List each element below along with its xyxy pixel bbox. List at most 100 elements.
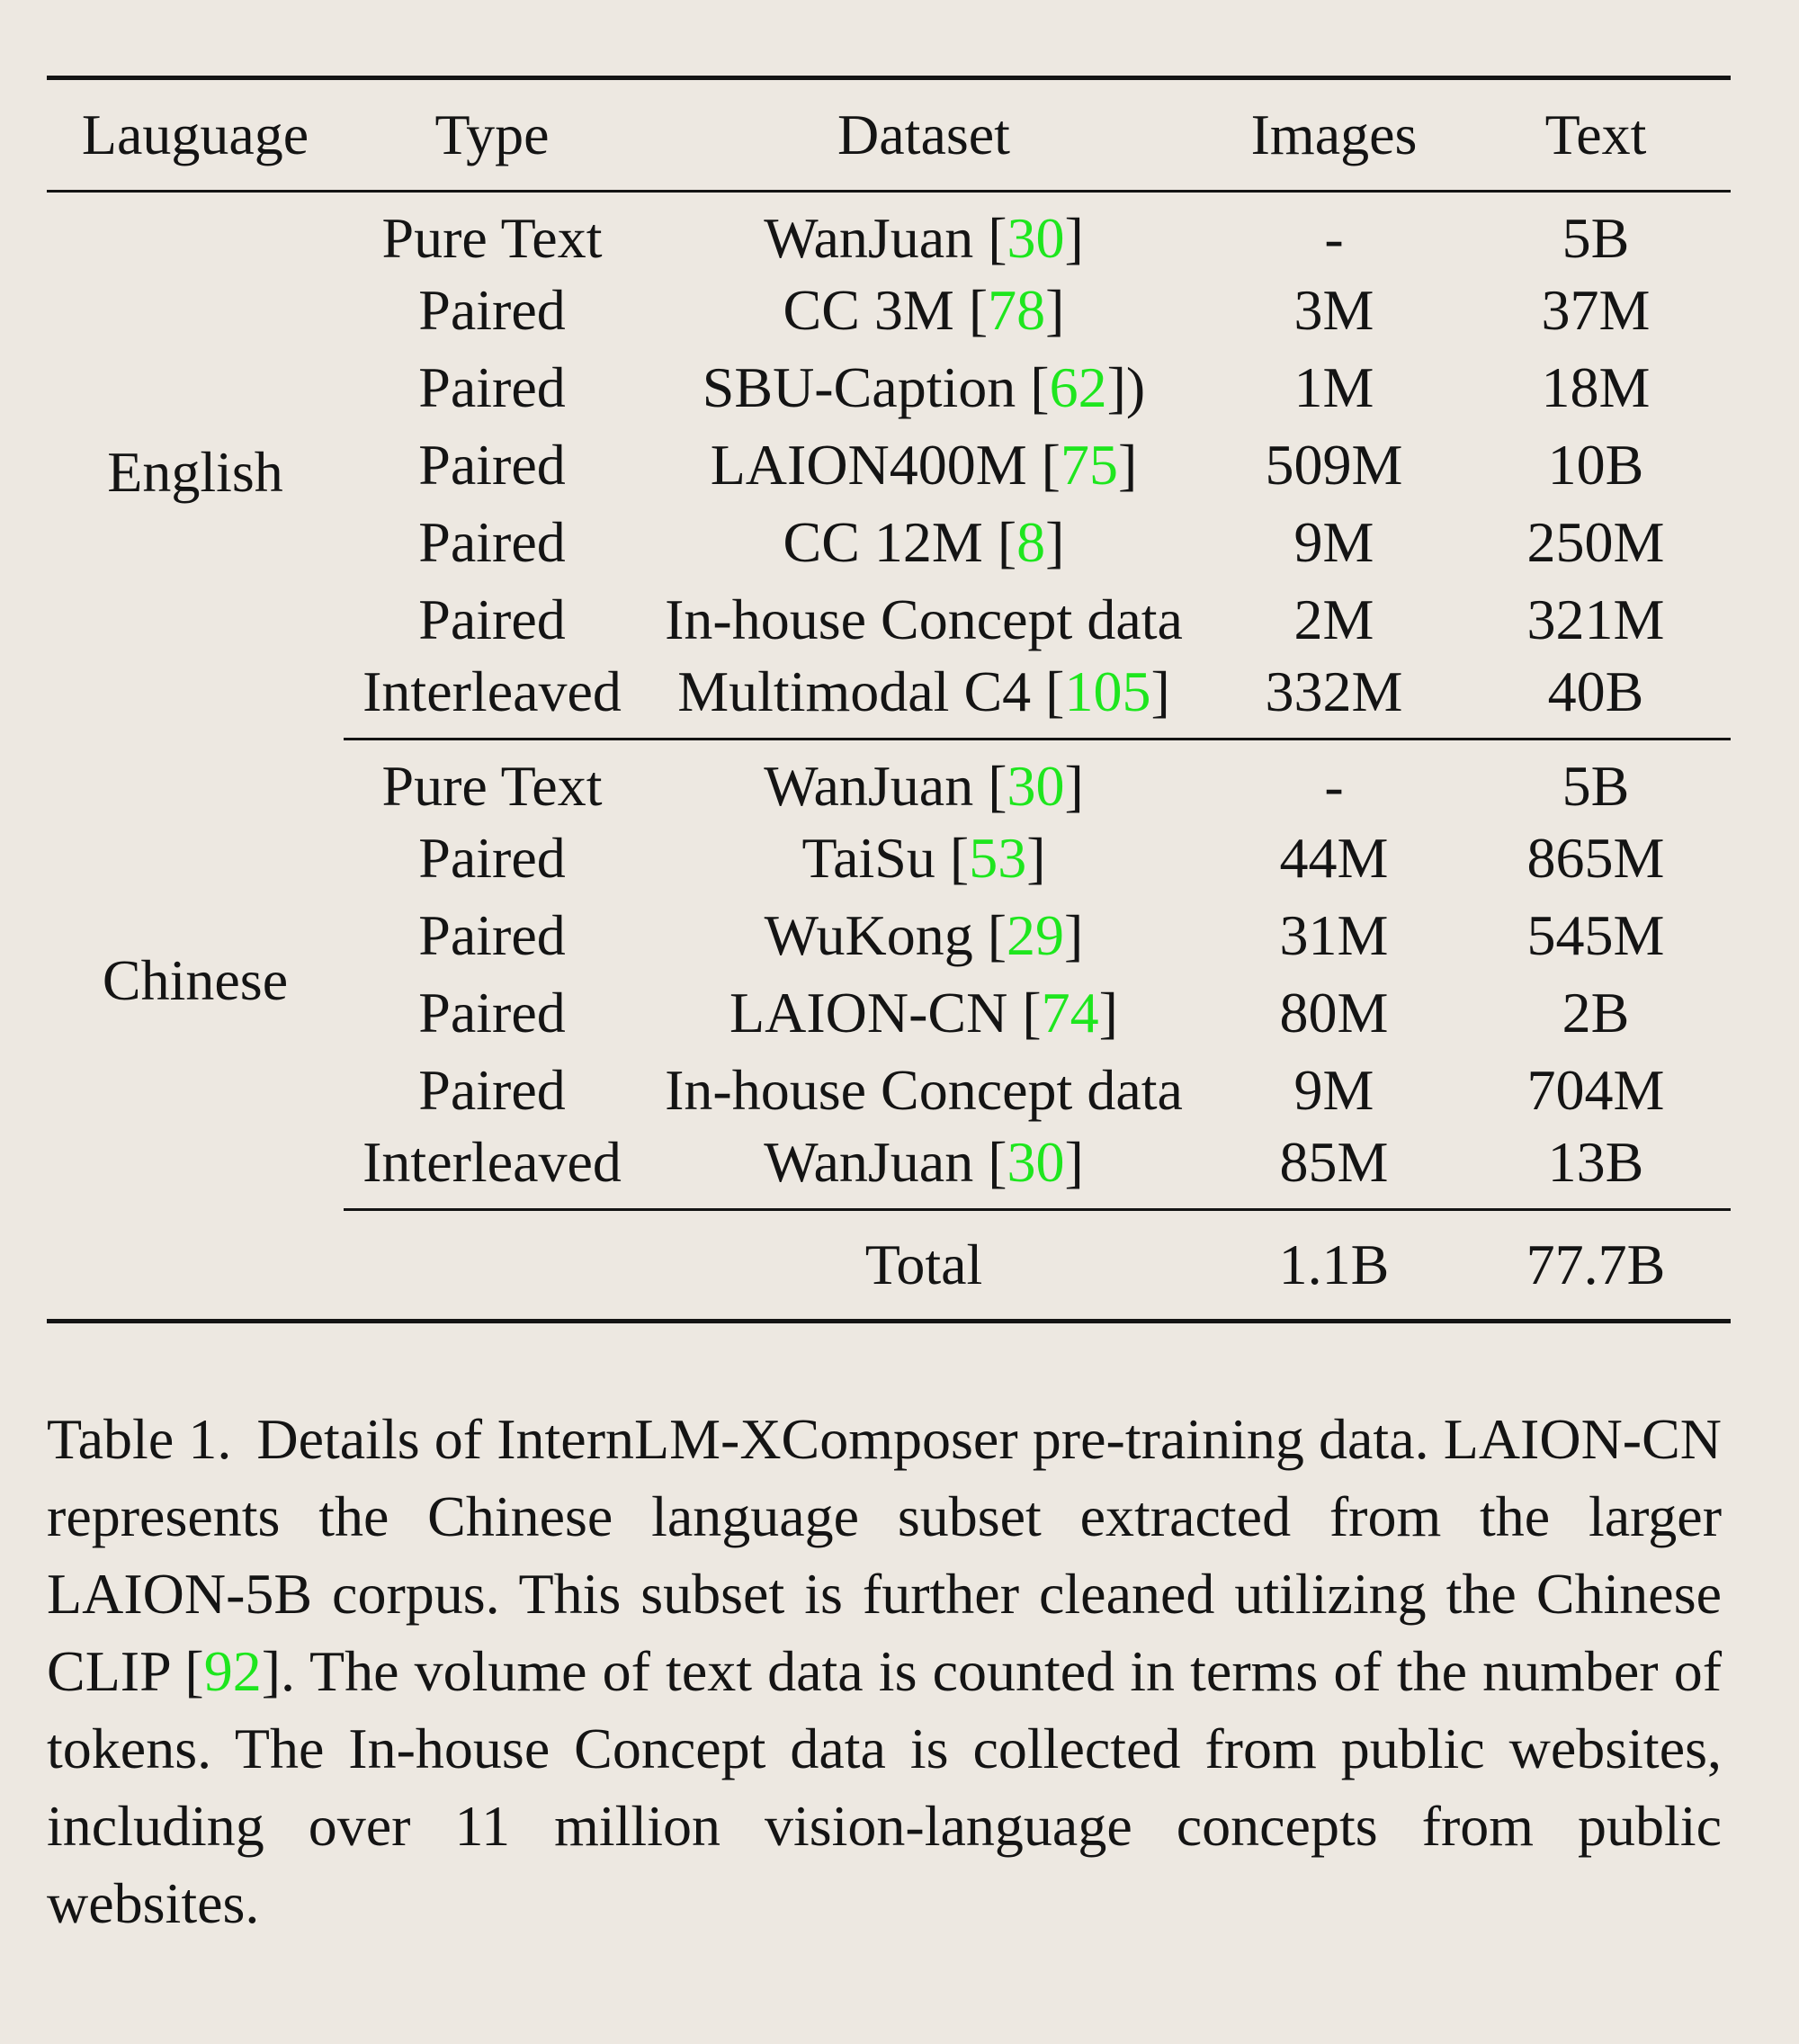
pretraining-data-table: Lauguage Type Dataset Images Text Englis… xyxy=(47,76,1731,1323)
dataset-citation[interactable]: 30 xyxy=(1007,754,1065,818)
table-row: Paired In-house Concept data 9M 704M xyxy=(47,1052,1731,1129)
text-cell: 37M xyxy=(1541,278,1651,342)
dataset-name: In-house Concept data xyxy=(665,587,1183,651)
text-cell: 704M xyxy=(1526,1058,1665,1122)
dataset-citation[interactable]: 30 xyxy=(1007,206,1065,270)
dataset-citation[interactable]: 8 xyxy=(1016,510,1046,574)
images-cell: 9M xyxy=(1293,510,1374,574)
type-cell: Paired xyxy=(418,981,566,1044)
dataset-citation[interactable]: 75 xyxy=(1060,433,1118,497)
dataset-cell: TaiSu [53] xyxy=(801,826,1046,890)
table-caption: Table 1. Details of InternLM-XComposer pr… xyxy=(47,1401,1722,1942)
text-cell: 865M xyxy=(1526,826,1665,890)
dataset-citation[interactable]: 62 xyxy=(1049,355,1107,419)
type-cell: Pure Text xyxy=(381,754,603,818)
dataset-name: LAION-CN xyxy=(729,981,1008,1044)
caption-label: Table 1. xyxy=(47,1407,232,1471)
type-cell: Pure Text xyxy=(381,206,603,270)
text-cell: 10B xyxy=(1547,433,1644,497)
dataset-cell: WanJuan [30] xyxy=(764,754,1084,818)
images-cell: 332M xyxy=(1207,659,1461,740)
citation-close: ] xyxy=(1098,981,1118,1044)
total-images: 1.1B xyxy=(1207,1209,1461,1323)
table-row: Paired TaiSu [53] 44M 865M xyxy=(47,820,1731,897)
citation-close: ] xyxy=(1064,903,1084,967)
dataset-cell: In-house Concept data xyxy=(640,581,1207,659)
table-row: Paired CC 12M [8] 9M 250M xyxy=(47,504,1731,581)
header-language: Lauguage xyxy=(47,76,344,193)
dataset-citation[interactable]: 78 xyxy=(988,278,1046,342)
images-cell: 9M xyxy=(1293,1058,1374,1122)
text-cell: 545M xyxy=(1526,903,1665,967)
dataset-citation[interactable]: 29 xyxy=(1007,903,1065,967)
type-cell: Paired xyxy=(418,433,566,497)
type-cell: Paired xyxy=(418,355,566,419)
images-cell: 31M xyxy=(1279,903,1389,967)
dataset-name: Multimodal C4 xyxy=(677,659,1032,723)
citation-close: ] xyxy=(1045,278,1065,342)
table-row: Paired LAION400M [75] 509M 10B xyxy=(47,426,1731,504)
dataset-citation[interactable]: 30 xyxy=(1007,1130,1065,1194)
dataset-cell: SBU-Caption [62]) xyxy=(702,355,1146,419)
images-cell: - xyxy=(1324,206,1344,270)
citation-close: ] xyxy=(1064,1130,1084,1194)
citation-close: ] xyxy=(1045,510,1065,574)
citation-close: ] xyxy=(1150,659,1170,723)
dataset-name: In-house Concept data xyxy=(665,1058,1183,1122)
total-text: 77.7B xyxy=(1461,1209,1731,1323)
citation-close: ] xyxy=(1064,206,1084,270)
dataset-citation[interactable]: 53 xyxy=(969,826,1027,890)
citation-close: ] xyxy=(1026,826,1046,890)
table-row: Paired WuKong [29] 31M 545M xyxy=(47,897,1731,974)
header-text: Text xyxy=(1461,76,1731,193)
caption-text-after: ]. The volume of text data is counted in… xyxy=(47,1639,1722,1935)
images-cell: 509M xyxy=(1265,433,1403,497)
dataset-name: WanJuan xyxy=(764,206,974,270)
caption-text-before: Details of InternLM-XComposer pre-traini… xyxy=(47,1407,1723,1703)
table-row: Paired SBU-Caption [62]) 1M 18M xyxy=(47,349,1731,426)
dataset-cell: LAION-CN [74] xyxy=(729,981,1118,1044)
total-row: Total 1.1B 77.7B xyxy=(47,1209,1731,1323)
language-cell: English xyxy=(107,439,283,504)
text-cell: 250M xyxy=(1526,510,1665,574)
text-cell: 40B xyxy=(1461,659,1731,740)
dataset-cell: CC 12M [8] xyxy=(783,510,1065,574)
table-header: Lauguage Type Dataset Images Text xyxy=(47,76,1731,193)
table-row: English Pure Text WanJuan [30] - 5B xyxy=(47,192,1731,504)
group-chinese: Chinese Pure Text WanJuan [30] - 5B Paired Tai… xyxy=(47,740,1731,1211)
images-cell: 3M xyxy=(1293,278,1374,342)
dataset-cell: Multimodal C4 [105] xyxy=(640,659,1207,740)
header-row: Lauguage Type Dataset Images Text xyxy=(47,76,1731,193)
images-cell: 44M xyxy=(1279,826,1389,890)
text-cell: 5B xyxy=(1562,206,1630,270)
total-empty-cell xyxy=(344,1209,640,1323)
table-row: Paired In-house Concept data 2M 321M xyxy=(47,581,1731,659)
table-row: Paired LAION-CN [74] 80M 2B xyxy=(47,974,1731,1052)
table-figure: Lauguage Type Dataset Images Text Englis… xyxy=(47,76,1731,2000)
table-row: Paired CC 3M [78] 3M 37M xyxy=(47,272,1731,349)
citation-close: ] xyxy=(1064,754,1084,818)
dataset-name: TaiSu xyxy=(801,826,935,890)
dataset-citation[interactable]: 74 xyxy=(1041,981,1099,1044)
language-cell: Chinese xyxy=(102,948,289,1012)
type-cell: Paired xyxy=(418,278,566,342)
group-english: English Pure Text WanJuan [30] - 5B Paired CC … xyxy=(47,192,1731,740)
total-section: Total 1.1B 77.7B xyxy=(47,1209,1731,1323)
dataset-cell: WanJuan [30] xyxy=(764,206,1084,270)
dataset-name: WuKong xyxy=(764,903,973,967)
type-cell: Paired xyxy=(418,587,566,651)
images-cell: 80M xyxy=(1279,981,1389,1044)
text-cell: 321M xyxy=(1526,587,1665,651)
total-label: Total xyxy=(640,1209,1207,1323)
text-cell: 5B xyxy=(1562,754,1630,818)
text-cell: 13B xyxy=(1461,1129,1731,1211)
caption-citation[interactable]: 92 xyxy=(203,1639,262,1703)
dataset-cell: LAION400M [75] xyxy=(710,433,1138,497)
type-cell: Paired xyxy=(418,826,566,890)
dataset-citation[interactable]: 105 xyxy=(1064,659,1151,723)
type-cell: Interleaved xyxy=(344,659,640,740)
header-dataset: Dataset xyxy=(640,76,1207,193)
table-row: Chinese Pure Text WanJuan [30] - 5B xyxy=(47,740,1731,1012)
images-cell: 2M xyxy=(1293,587,1374,651)
type-cell: Paired xyxy=(418,510,566,574)
